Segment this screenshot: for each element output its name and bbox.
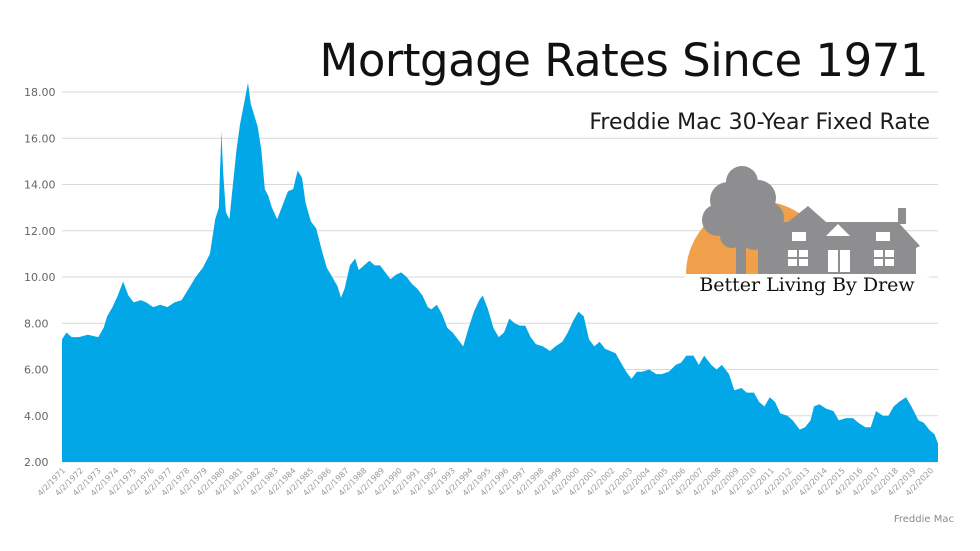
y-tick-label: 14.00 bbox=[24, 179, 56, 192]
y-axis-ticks: 18.00 16.00 14.00 12.00 10.00 8.00 6.00 4.00 2.0… bbox=[24, 86, 56, 469]
tree-and-house-logo-icon bbox=[686, 166, 920, 274]
y-tick-label: 18.00 bbox=[24, 86, 56, 99]
y-tick-label: 8.00 bbox=[24, 317, 49, 330]
area-series bbox=[62, 82, 938, 463]
y-tick-label: 2.00 bbox=[24, 456, 49, 469]
page-subtitle: Freddie Mac 30-Year Fixed Rate bbox=[589, 110, 930, 135]
logo-text: Better Living By Drew bbox=[685, 274, 929, 296]
page-title: Mortgage Rates Since 1971 bbox=[319, 34, 929, 87]
source-label: Freddie Mac bbox=[893, 514, 954, 525]
x-axis-ticks: 4/2/19714/2/19724/2/19734/2/19744/2/1975… bbox=[36, 466, 936, 498]
house-window-frames bbox=[788, 250, 894, 272]
rate-area bbox=[62, 82, 938, 463]
tree-icon bbox=[702, 166, 784, 274]
bottom-band bbox=[24, 510, 314, 551]
y-tick-label: 6.00 bbox=[24, 364, 49, 377]
y-tick-label: 10.00 bbox=[24, 271, 56, 284]
y-tick-label: 16.00 bbox=[24, 132, 56, 145]
y-tick-label: 4.00 bbox=[24, 410, 49, 423]
y-tick-label: 12.00 bbox=[24, 225, 56, 238]
